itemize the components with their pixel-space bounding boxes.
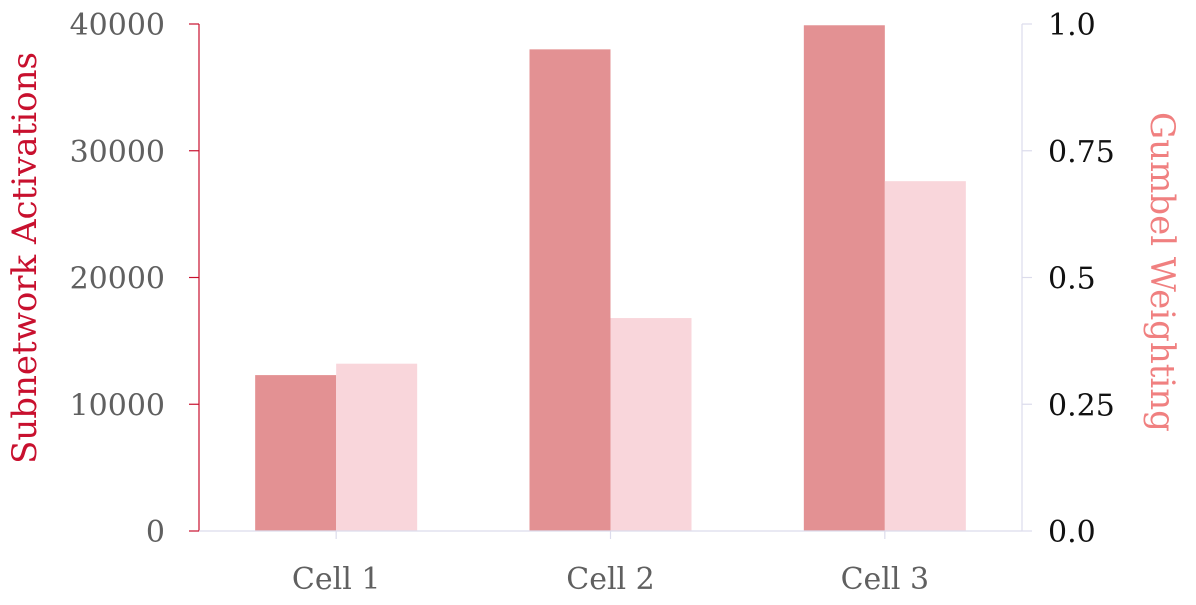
bar-subnetwork-activations-3 [803,25,885,532]
bar-gumbel-weighting-3 [884,181,966,532]
y-axis-title-left: Subnetwork Activations [5,52,45,464]
right-tick-label: 0.5 [1048,262,1096,297]
x-tick-label: Cell 1 [292,562,381,597]
x-tick-label: Cell 3 [841,562,930,597]
left-ticks-group: 0 10000 20000 30000 40000 [70,8,199,550]
right-tick-label: 0.25 [1048,388,1115,423]
right-tick-label: 0.0 [1048,515,1096,550]
bar-gumbel-weighting-1 [336,363,418,531]
left-tick-label: 10000 [70,388,165,423]
right-ticks-group: 0.0 0.25 0.5 0.75 1.0 [1022,8,1115,550]
right-tick-label: 1.0 [1048,8,1096,43]
x-tick-label: Cell 2 [566,562,655,597]
y-axis-title-right: Gumbel Weighting [1142,112,1182,432]
left-tick-label: 0 [146,515,165,550]
left-tick-label: 30000 [70,135,165,170]
bar-subnetwork-activations-2 [529,49,611,531]
bars-group [255,25,966,532]
x-ticks-group: Cell 1 Cell 2 Cell 3 [292,531,929,597]
right-tick-label: 0.75 [1048,135,1115,170]
bar-subnetwork-activations-1 [255,375,337,531]
bar-gumbel-weighting-2 [610,318,692,531]
left-tick-label: 20000 [70,262,165,297]
left-tick-label: 40000 [70,8,165,43]
